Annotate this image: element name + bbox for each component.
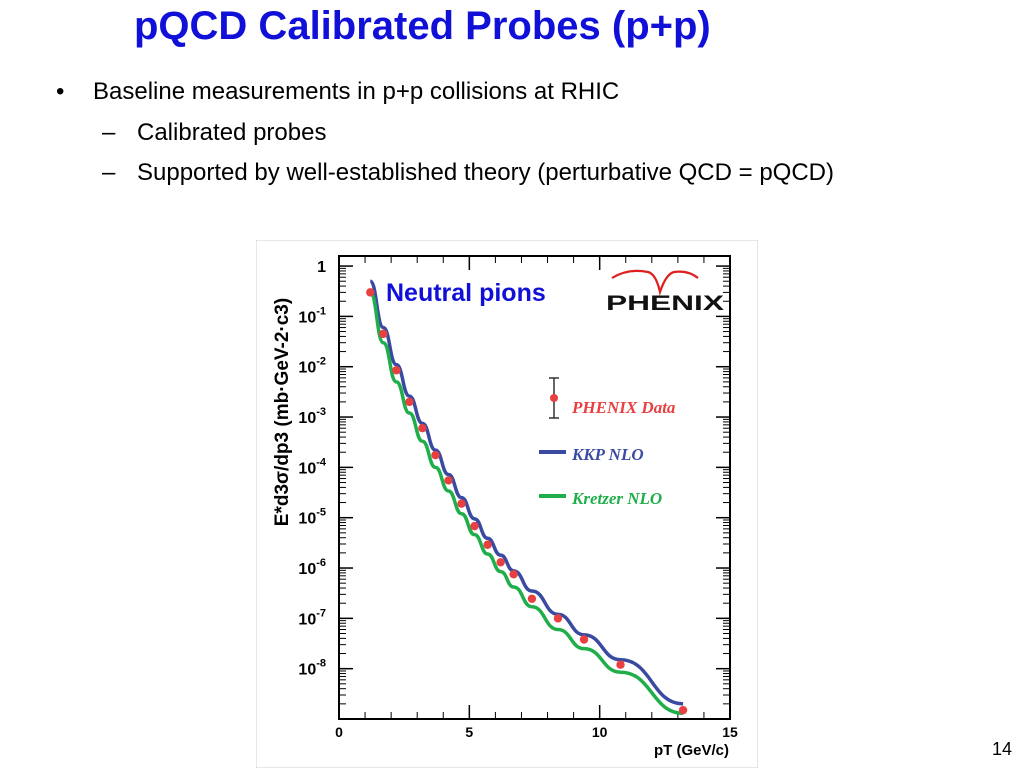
data-point xyxy=(527,594,537,603)
y-tick-label: 10-2 xyxy=(298,356,326,377)
data-points xyxy=(366,288,688,715)
y-tick-label: 1 xyxy=(317,259,326,276)
theory-curves xyxy=(368,279,684,716)
legend-label-kkp: KKP NLO xyxy=(571,445,644,464)
data-point xyxy=(470,521,479,531)
legend-label-kretzer: Kretzer NLO xyxy=(571,489,662,508)
data-point xyxy=(431,450,440,460)
chart-legend: PHENIX Data KKP NLO Kretzer NLO xyxy=(539,377,676,508)
x-axis-ticks: 0 5 10 15 xyxy=(335,256,738,740)
logo-text: PHENIX xyxy=(606,292,724,315)
y-tick-label: 10-5 xyxy=(298,507,326,528)
y-tick-label: 10-7 xyxy=(298,607,326,628)
data-point xyxy=(509,570,518,579)
cross-section-chart: 1 10-1 10-2 10-3 10-4 10-5 10-6 10-7 10-8 0 5 10 15… xyxy=(256,240,758,768)
data-point xyxy=(483,540,492,549)
x-axis-label: pT (GeV/c) xyxy=(654,742,729,759)
chart-annotation: Neutral pions xyxy=(386,279,546,307)
data-point xyxy=(392,366,401,375)
subbullet-text: Supported by well-established theory (pe… xyxy=(137,159,834,186)
bullet-marker: • xyxy=(56,78,65,105)
data-point xyxy=(616,660,625,669)
data-point xyxy=(678,705,688,715)
subbullet-text: Calibrated probes xyxy=(137,119,327,146)
logo-swoosh xyxy=(611,269,699,297)
series-line-kretzer-nlo xyxy=(368,290,684,716)
chart-background xyxy=(256,240,758,768)
y-tick-label: 10-8 xyxy=(298,658,326,679)
data-point xyxy=(496,558,505,567)
page-number: 14 xyxy=(991,739,1012,759)
data-point xyxy=(405,397,414,407)
slide-title: pQCD Calibrated Probes (p+p) xyxy=(134,4,711,48)
data-point xyxy=(366,288,375,297)
x-tick-label: 0 xyxy=(335,724,343,740)
x-tick-label: 10 xyxy=(592,724,608,740)
data-point xyxy=(444,476,453,485)
bullet-text: Baseline measurements in p+p collisions … xyxy=(93,78,620,105)
y-axis-label: E*d3σ/dp3 (mb·GeV-2·c3) xyxy=(272,298,293,526)
phenix-logo: PHENIX xyxy=(606,269,724,315)
y-tick-label: 10-1 xyxy=(298,305,326,326)
series-line-kkp-nlo xyxy=(368,279,684,706)
data-point xyxy=(379,329,388,339)
data-point xyxy=(579,635,589,644)
subbullet-marker: – xyxy=(102,159,116,186)
subbullet-marker: – xyxy=(102,119,116,146)
data-point xyxy=(457,499,466,508)
x-tick-label: 15 xyxy=(722,724,738,740)
legend-label-data: PHENIX Data xyxy=(571,398,676,417)
data-point xyxy=(553,614,563,623)
y-tick-label: 10-6 xyxy=(298,557,326,578)
legend-marker-data xyxy=(550,394,558,402)
y-tick-label: 10-4 xyxy=(298,456,326,477)
y-axis-ticks: 1 10-1 10-2 10-3 10-4 10-5 10-6 10-7 10-8 xyxy=(298,259,730,705)
data-point xyxy=(418,424,427,433)
x-tick-label: 5 xyxy=(465,724,473,740)
y-tick-label: 10-3 xyxy=(298,406,326,427)
